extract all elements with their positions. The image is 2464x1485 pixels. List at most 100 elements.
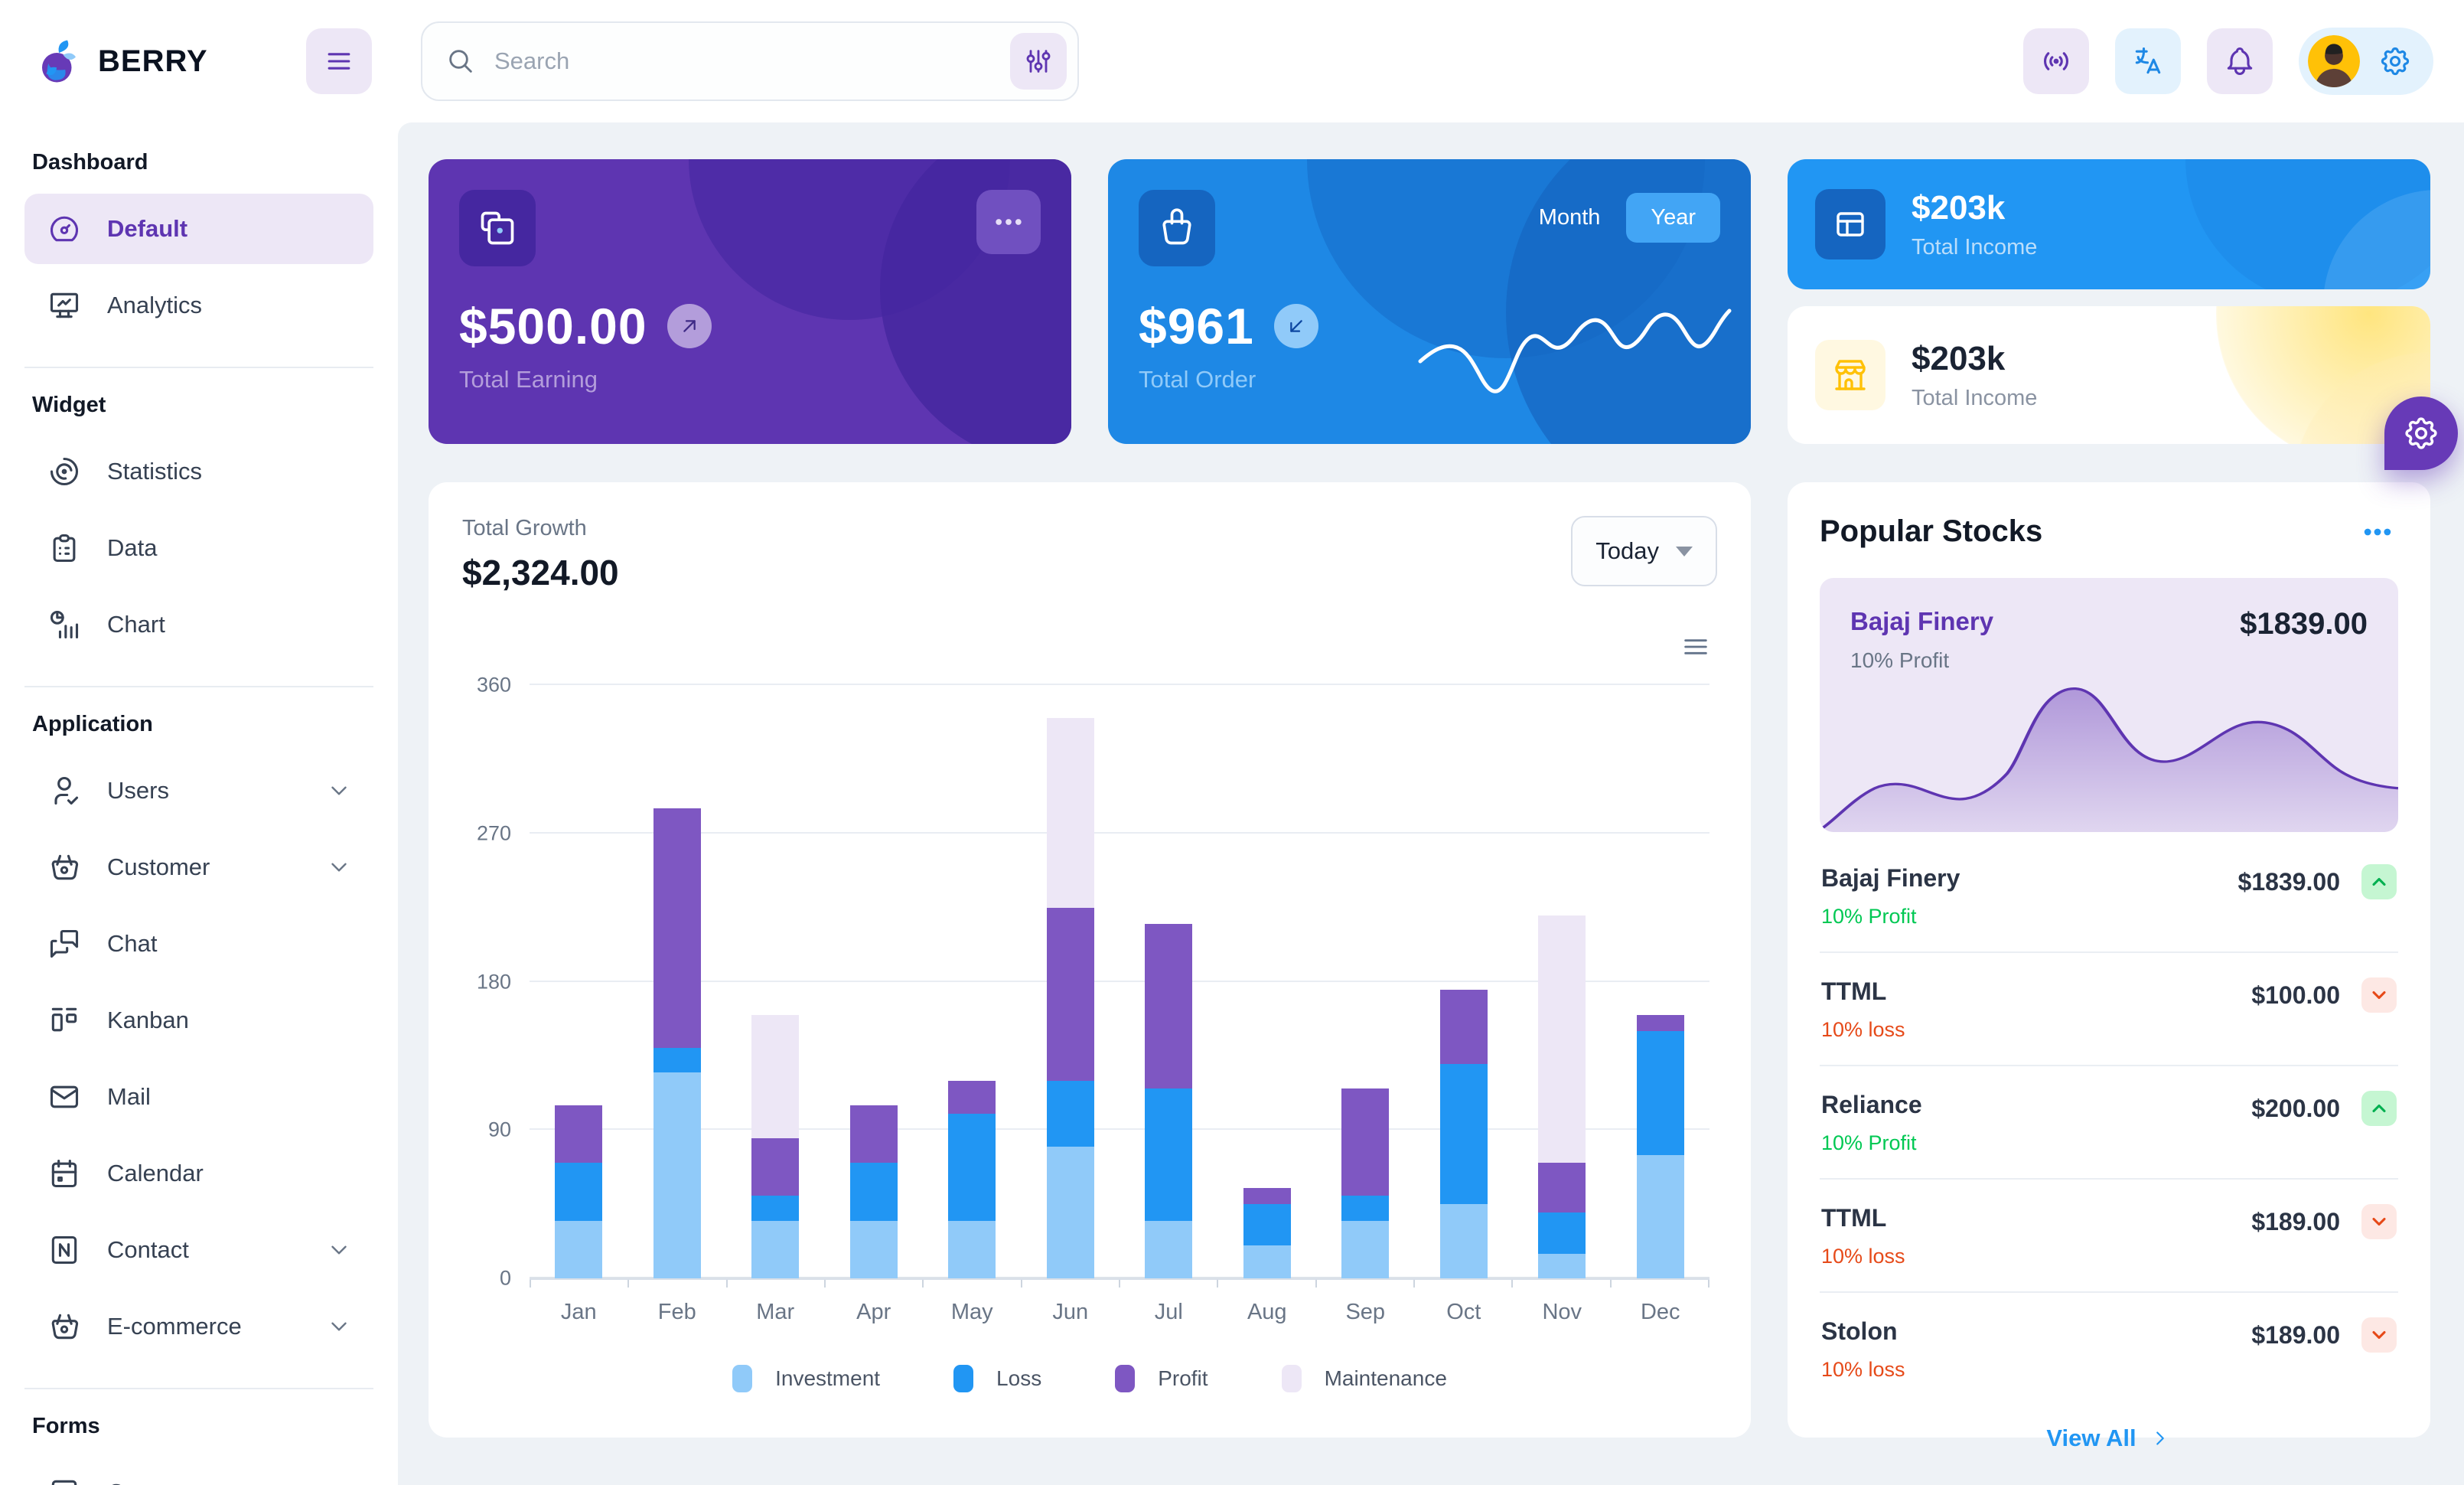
chevron-right-icon	[2149, 1427, 2172, 1450]
bar-segment-loss	[948, 1113, 996, 1221]
trend-down-badge	[2361, 1317, 2397, 1353]
chart-menu-button[interactable]	[1679, 632, 1713, 662]
stock-price: $189.00	[2251, 1320, 2340, 1349]
period-dropdown[interactable]: Today	[1571, 516, 1717, 586]
notifications-button[interactable]	[2207, 28, 2273, 94]
sidebar-item-analytics[interactable]: Analytics	[24, 270, 373, 341]
bar-segment-maintenance	[751, 1014, 800, 1139]
growth-title: Total Growth	[462, 516, 587, 540]
stock-row-ttml: TTML 10% loss $189.00	[1820, 1180, 2398, 1293]
sidebar-item-label: Statistics	[107, 458, 203, 485]
sidebar-item-chat[interactable]: Chat	[24, 909, 373, 979]
trend-down-badge[interactable]	[1273, 304, 1318, 348]
logo-text: BERRY	[98, 44, 208, 78]
stock-price-group: $200.00	[2251, 1091, 2397, 1126]
legend-item-investment[interactable]: Investment	[732, 1365, 880, 1392]
bars-layer	[530, 685, 1709, 1278]
legend-swatch	[1281, 1365, 1302, 1392]
chevron-down-icon	[326, 1237, 352, 1263]
gridline	[530, 1277, 1709, 1278]
charts-row: Total Growth $2,324.00 Today 0 90 180 270 36…	[429, 482, 2430, 1451]
earning-card-menu-button[interactable]	[976, 190, 1041, 254]
x-axis-label: Mar	[756, 1300, 795, 1324]
sidebar-item-statistics[interactable]: Statistics	[24, 436, 373, 507]
toggle-year-button[interactable]: Year	[1626, 193, 1720, 243]
broadcast-icon	[2039, 44, 2073, 78]
gridline	[530, 980, 1709, 982]
sidebar-item-customer[interactable]: Customer	[24, 832, 373, 902]
sidebar-section-forms: Forms Components	[24, 1389, 373, 1485]
chevron-down-icon	[326, 854, 352, 880]
bar-segment-loss	[1145, 1088, 1193, 1221]
box-icon	[47, 1476, 81, 1485]
income-card-icon-chip	[1815, 189, 1885, 259]
total-earning-amount: $500.00	[459, 298, 647, 354]
bar-segment-loss	[849, 1163, 898, 1221]
sidebar-section-application: Application Users Customer Chat Kanban Mail Ca…	[24, 687, 373, 1389]
logo[interactable]: BERRY	[34, 36, 208, 86]
profile-menu-button[interactable]	[2299, 28, 2433, 95]
wallet-cards-icon	[477, 208, 517, 248]
legend-item-maintenance[interactable]: Maintenance	[1281, 1365, 1447, 1392]
income-amount: $203k	[1912, 188, 2006, 227]
bar-segment-loss	[1341, 1196, 1390, 1221]
sidebar-toggle-button[interactable]	[306, 28, 372, 94]
stock-change: 10% loss	[1821, 1018, 1905, 1041]
growth-amount: $2,324.00	[462, 553, 619, 592]
sidebar-item-default[interactable]: Default	[24, 194, 373, 264]
app-header: BERRY	[0, 0, 2464, 122]
sidebar-item-kanban[interactable]: Kanban	[24, 985, 373, 1056]
sidebar-item-contact[interactable]: Contact	[24, 1215, 373, 1285]
toggle-month-button[interactable]: Month	[1520, 193, 1619, 243]
legend-item-loss[interactable]: Loss	[953, 1365, 1041, 1392]
legend-swatch	[953, 1365, 974, 1392]
sidebar-item-data[interactable]: Data	[24, 513, 373, 583]
stacked-bar-sep	[1341, 1088, 1390, 1278]
view-all-label: View All	[2046, 1425, 2136, 1451]
sidebar-item-components[interactable]: Components	[24, 1457, 373, 1485]
sidebar-item-e-commerce[interactable]: E-commerce	[24, 1291, 373, 1362]
bar-slot-jan	[530, 685, 628, 1278]
chevron-down-icon	[2368, 984, 2390, 1006]
sidebar-item-calendar[interactable]: Calendar	[24, 1138, 373, 1209]
income-amount: $203k	[1912, 339, 2006, 377]
stacked-bar-dec	[1636, 1014, 1684, 1278]
sidebar-item-label: Calendar	[107, 1160, 204, 1186]
sidebar-item-label: Kanban	[107, 1007, 189, 1033]
bar-segment-investment	[849, 1220, 898, 1278]
language-button[interactable]	[2115, 28, 2181, 94]
legend-item-profit[interactable]: Profit	[1115, 1365, 1208, 1392]
bar-segment-profit	[1341, 1088, 1390, 1196]
x-axis-label: Dec	[1640, 1300, 1680, 1324]
bar-slot-nov	[1513, 685, 1612, 1278]
view-all-link[interactable]: View All	[1820, 1405, 2398, 1460]
x-tick	[924, 1280, 1022, 1288]
bar-segment-profit	[1636, 1014, 1684, 1032]
search-filter-button[interactable]	[1010, 33, 1067, 90]
x-axis-label: Oct	[1446, 1300, 1481, 1324]
sidebar-item-users[interactable]: Users	[24, 756, 373, 826]
x-tick	[1513, 1280, 1612, 1288]
sidebar-item-mail[interactable]: Mail	[24, 1062, 373, 1132]
bar-segment-investment	[1538, 1253, 1586, 1278]
bar-segment-profit	[751, 1138, 800, 1196]
stacked-bar-nov	[1538, 915, 1586, 1278]
bar-slot-oct	[1415, 685, 1514, 1278]
stock-name: Bajaj Finery	[1821, 864, 1960, 892]
bar-segment-loss	[1439, 1064, 1488, 1205]
stocks-menu-button[interactable]	[2357, 515, 2398, 549]
gear-icon	[2402, 414, 2440, 452]
sidebar-item-chart[interactable]: Chart	[24, 589, 373, 660]
bar-segment-investment	[1636, 1154, 1684, 1278]
bar-slot-apr	[825, 685, 924, 1278]
customization-fab[interactable]	[2384, 397, 2458, 470]
bar-slot-dec	[1612, 685, 1710, 1278]
broadcast-button[interactable]	[2023, 28, 2089, 94]
earning-card-icon-chip	[459, 190, 536, 266]
stacked-bar-apr	[849, 1105, 898, 1278]
stock-info: Reliance 10% Profit	[1821, 1091, 1922, 1155]
bar-segment-loss	[1538, 1212, 1586, 1254]
search-input[interactable]	[476, 47, 1010, 75]
trend-up-badge[interactable]	[667, 304, 712, 348]
berry-logo-icon	[34, 36, 84, 86]
